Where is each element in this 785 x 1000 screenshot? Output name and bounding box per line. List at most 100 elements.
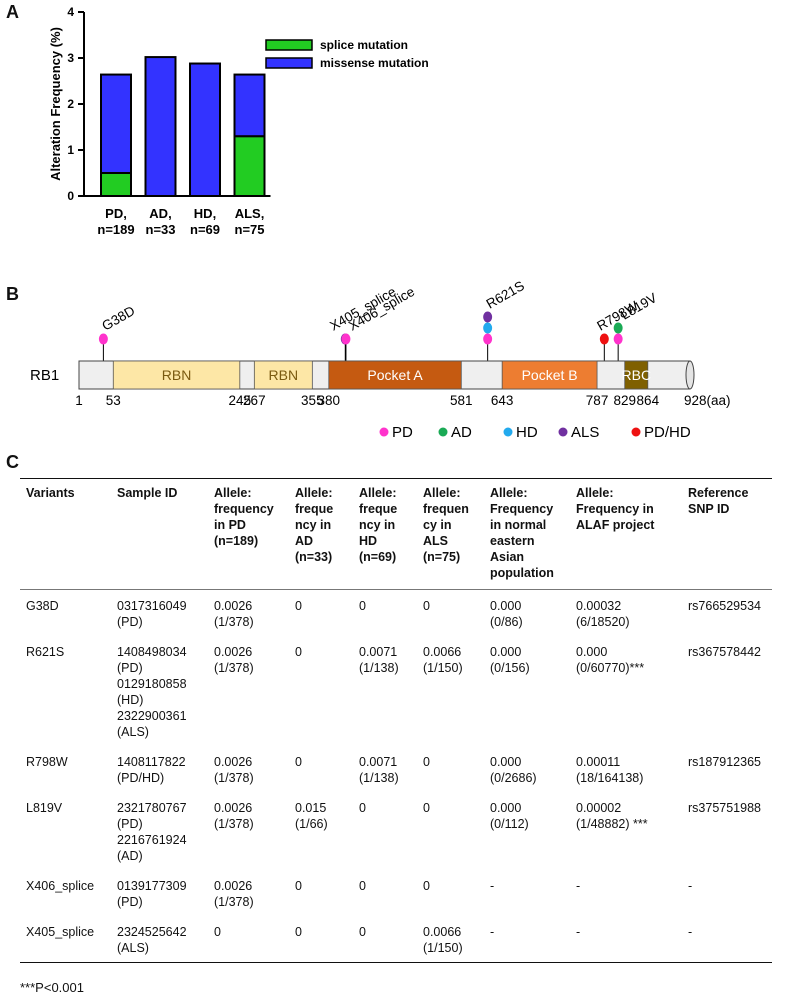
protein-bar: RB1 RBN RBN Pocket A Pocket B RBC [30,360,695,390]
domain-rbn [253,360,313,390]
table-row: X406_splice 0139177309 (PD) 0.0026 (1/378) 0 0… [20,870,772,916]
chart-legend: splice mutation missense mutation [265,38,429,70]
table-cell: 0 [423,755,430,769]
bar-missense-mutation [233,73,266,138]
domain-pocket-b [501,360,598,390]
table-cell: - [490,925,495,939]
table-cell: 1408117822 (PD/HD) [117,755,186,785]
table-cell: 0.0026 (1/378) [214,599,254,629]
table-row: R621S 1408498034 (PD) 0129180858 (HD) 2322900… [20,636,772,746]
table-cell: 0.00002 (1/48882) *** [576,801,648,831]
table-cell: 0 [214,925,221,939]
table-cell: 0 [295,925,302,939]
table-footnote: ***P<0.001 [20,980,84,995]
variant-dot-pd [483,333,493,345]
length-label: 928(aa) [684,393,731,408]
table-cell: 0 [359,925,366,939]
table-cell: 0.0066 (1/150) [423,645,463,675]
y-tick-label: 1 [67,143,74,157]
domain-label: RBN [162,367,192,383]
table-cell: 0139177309 (PD) [117,879,187,909]
table-row: G38D 0317316049 (PD) 0.0026 (1/378) 0 0 0 0.000(… [20,590,772,637]
domain-rbn [112,360,241,390]
x-tick-label: AD, n=33 [146,206,176,237]
column-header: Variants [26,486,75,500]
protein-name: RB1 [30,367,59,384]
legend-key-label: AD [451,424,472,441]
alteration-frequency-chart: 0 1 2 3 4 Alteration Frequency (%) PD, n=189 AD,… [48,5,429,237]
domain-label: RBC [622,367,652,383]
table-row: L819V 2321780767 (PD) 2216761924 (AD) 0.0026(… [20,792,772,870]
column-header: Allele: frequen cy in ALS (n=75) [423,486,469,564]
position-label: 245 [229,393,252,408]
table-cell: - [688,879,693,893]
panel-letter-a: A [6,2,19,22]
table-cell: 0.015 (1/66) [295,801,328,831]
table-cell: L819V [26,801,63,815]
table-cell: 0.000 (0/2686) [490,755,537,785]
variant-legend: PD AD HD ALS PD/HD [379,424,691,441]
table-cell: R798W [26,755,68,769]
domain-pocket-a [328,360,462,390]
column-header: Allele: frequency in PD (n=189) [214,486,274,548]
column-header: Allele: freque ncy in AD (n=33) [295,486,334,564]
table-cell: 0.00032 (6/18520) [576,599,630,629]
variant-label: R621S [484,278,527,312]
table-row: X405_splice 2324525642 (ALS) 0 0 0 0.0066 (1/15… [20,916,772,963]
table-cell: - [490,879,495,893]
table-cell: - [576,925,581,939]
table-cell: - [576,879,581,893]
position-label: 581 [450,393,473,408]
variant-label: L819V [618,290,659,323]
bar-missense-mutation [144,56,177,197]
legend-key-label: HD [516,424,538,441]
table-cell: 0.000 (0/112) [490,801,529,831]
table-cell: R621S [26,645,65,659]
bar-splice-mutation [100,172,132,197]
table-cell: 0.0066 (1/150) [423,925,463,955]
x-tick-label: ALS, n=75 [235,206,265,237]
legend-swatch [265,57,313,69]
table-cell: 0 [359,879,366,893]
column-header: Reference SNP ID [688,486,749,516]
table-cell: rs766529534 [688,599,761,613]
table-cell: 0.0071 (1/138) [359,755,399,785]
table-cell: 0.0071 (1/138) [359,645,399,675]
x-tick-label: PD, n=189 [97,206,134,237]
column-header: Allele: Frequency in normal eastern Asian pop… [490,486,554,580]
position-label: 829 [613,393,636,408]
table-cell: 0.0026 (1/378) [214,801,254,831]
position-label: 643 [491,393,514,408]
table-cell: 1408498034 (PD) 0129180858 (HD) 2322900361 (A… [117,645,187,739]
y-tick-label: 4 [67,5,74,19]
table-cell: G38D [26,599,59,613]
legend-key-label: PD [392,424,413,441]
position-label: 355 [301,393,324,408]
table-cell: 0317316049 (PD) [117,599,187,629]
table-row: R798W 1408117822 (PD/HD) 0.0026 (1/378) 0 0.00… [20,746,772,792]
legend-swatch [265,39,313,51]
table-cell: rs375751988 [688,801,761,815]
table-cell: X406_splice [26,879,95,893]
table-cell: 2321780767 (PD) 2216761924 (AD) [117,801,187,863]
variant-dot-hd [483,322,493,334]
table-cell: 0 [295,755,302,769]
table-header-row: Variants Sample ID Allele: frequency in PD (n… [20,478,772,590]
legend-key-label: PD/HD [644,424,691,441]
table-cell: 0.00011 (18/164138) [576,755,644,785]
position-label: 53 [106,393,121,408]
chart-bars [100,56,266,197]
bar-missense-mutation [189,62,221,197]
domain-rbc [624,360,649,390]
bar-splice-mutation [233,135,266,197]
variant-dot-als [483,311,493,323]
table-cell: - [688,925,693,939]
panel-letter-b: B [6,284,19,304]
table-cell: X405_splice [26,925,95,939]
domain-label: Pocket B [522,367,578,383]
y-axis-label: Alteration Frequency (%) [48,27,63,181]
table-cell: 0 [295,879,302,893]
position-label: 864 [637,393,660,408]
table-cell: 0.0026 (1/378) [214,645,254,675]
